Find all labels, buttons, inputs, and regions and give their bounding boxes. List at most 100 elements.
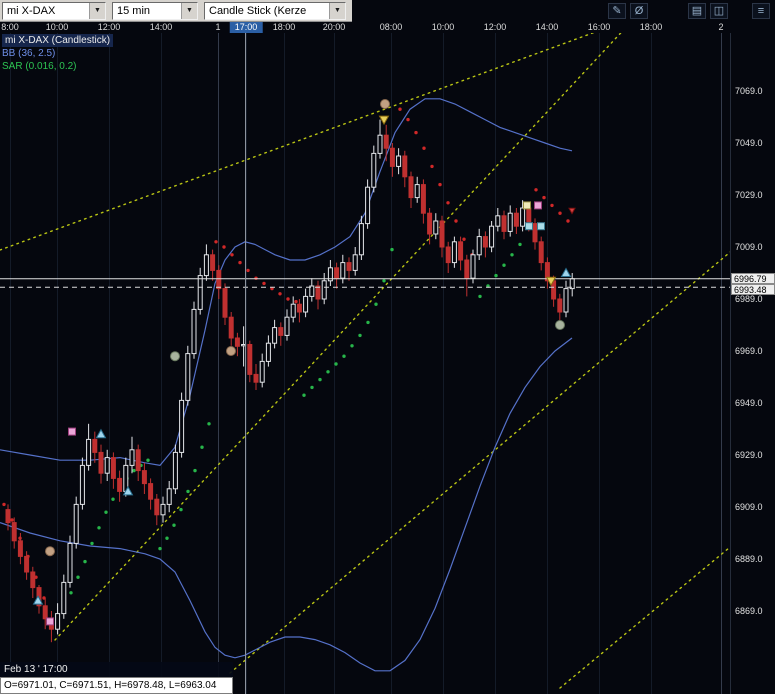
candle-body[interactable] [365, 186, 371, 225]
candle-body[interactable] [179, 399, 185, 453]
candle-body[interactable] [402, 155, 408, 178]
candle-body[interactable] [563, 288, 569, 313]
candle-body[interactable] [414, 184, 420, 199]
candle-body[interactable] [24, 555, 30, 573]
candle-body[interactable] [439, 220, 445, 248]
symbol-select[interactable]: mi X-DAX ▼ [2, 2, 106, 20]
candle-body[interactable] [86, 438, 92, 466]
candle-body[interactable] [67, 542, 73, 583]
candle-body[interactable] [284, 316, 290, 336]
candle-body[interactable] [396, 155, 402, 167]
candle-body[interactable] [557, 298, 563, 313]
candle-body[interactable] [216, 269, 222, 290]
candle-body[interactable] [234, 337, 240, 347]
candle-body[interactable] [358, 223, 364, 256]
candle-body[interactable] [445, 246, 451, 264]
candle-body[interactable] [141, 470, 147, 485]
candle-body[interactable] [228, 316, 234, 339]
candle-body[interactable] [296, 303, 302, 313]
candle-body[interactable] [340, 262, 346, 279]
candle-body[interactable] [371, 152, 377, 188]
candle-body[interactable] [303, 295, 309, 313]
chevron-down-icon[interactable]: ▼ [329, 3, 345, 19]
candle-body[interactable] [464, 259, 470, 279]
candle-body[interactable] [377, 134, 383, 154]
candle-body[interactable] [265, 342, 271, 362]
chevron-down-icon[interactable]: ▼ [89, 3, 105, 19]
candle-body[interactable] [135, 449, 141, 472]
candle-body[interactable] [489, 225, 495, 248]
candle-body[interactable] [507, 212, 513, 232]
candle-body[interactable] [17, 540, 23, 557]
candle-body[interactable] [451, 241, 457, 264]
candle-body[interactable] [210, 254, 216, 271]
candle-body[interactable] [427, 212, 433, 235]
candle-body[interactable] [389, 147, 395, 167]
candle-body[interactable] [61, 581, 67, 615]
candle-body[interactable] [191, 308, 197, 355]
candle-body[interactable] [129, 449, 135, 466]
candle-body[interactable] [36, 587, 42, 607]
candle-body[interactable] [197, 275, 203, 310]
candle-body[interactable] [253, 373, 259, 383]
candle-body[interactable] [334, 267, 340, 279]
candle-body[interactable] [203, 254, 209, 277]
candle-body[interactable] [321, 280, 327, 300]
candle-body[interactable] [11, 522, 17, 542]
chart-canvas[interactable] [0, 33, 730, 694]
candle-body[interactable] [408, 176, 414, 199]
candle-body[interactable] [172, 451, 178, 490]
candle-body[interactable] [98, 451, 104, 474]
candle-body[interactable] [327, 267, 333, 282]
candle-body[interactable] [30, 571, 36, 589]
candle-body[interactable] [148, 483, 154, 500]
average-icon[interactable]: Ø [630, 3, 648, 19]
candle-body[interactable] [160, 503, 166, 516]
candle-body[interactable] [278, 327, 284, 336]
candle-body[interactable] [104, 457, 110, 474]
candle-body[interactable] [309, 285, 315, 297]
candle-body[interactable] [259, 360, 265, 383]
candle-body[interactable] [5, 509, 11, 524]
candle-body[interactable] [470, 254, 476, 279]
candle-body[interactable] [92, 438, 98, 453]
interval-select[interactable]: 15 min ▼ [112, 2, 198, 20]
layout-icon[interactable]: ◫ [710, 3, 728, 19]
charttype-select[interactable]: Candle Stick (Kerze ▼ [204, 2, 346, 20]
candle-body[interactable] [55, 613, 61, 630]
candle-body[interactable] [352, 254, 358, 271]
candle-body[interactable] [315, 285, 321, 300]
sar-dot [558, 211, 562, 215]
candle-body[interactable] [73, 503, 79, 544]
candle-body[interactable] [110, 457, 116, 479]
candle-body[interactable] [185, 353, 191, 401]
candle-body[interactable] [458, 241, 464, 261]
candle-body[interactable] [420, 184, 426, 214]
candle-body[interactable] [482, 236, 488, 248]
chevron-down-icon[interactable]: ▼ [181, 3, 197, 19]
candle-body[interactable] [166, 488, 172, 505]
candle-body[interactable] [79, 464, 85, 505]
candle-body[interactable] [383, 134, 389, 149]
candle-body[interactable] [222, 288, 228, 318]
candle-body[interactable] [538, 241, 544, 264]
candle-body[interactable] [117, 477, 123, 492]
candle-body[interactable] [272, 327, 278, 344]
candle-body[interactable] [433, 220, 439, 235]
candle-body[interactable] [476, 236, 482, 256]
indicator-icon[interactable]: ▤ [688, 3, 706, 19]
candle-body[interactable] [501, 215, 507, 232]
candle-body[interactable] [513, 212, 519, 227]
candle-body[interactable] [495, 215, 501, 227]
candle-body[interactable] [247, 344, 253, 375]
candle-body[interactable] [544, 262, 550, 282]
candle-body[interactable] [42, 605, 48, 620]
draw-icon[interactable]: ✎ [608, 3, 626, 19]
candle-body[interactable] [526, 207, 532, 225]
candle-body[interactable] [520, 207, 526, 227]
candle-body[interactable] [290, 303, 296, 318]
menu-icon[interactable]: ≡ [752, 3, 770, 19]
candle-body[interactable] [346, 262, 352, 271]
candle-body[interactable] [532, 223, 538, 243]
candle-body[interactable] [154, 498, 160, 516]
